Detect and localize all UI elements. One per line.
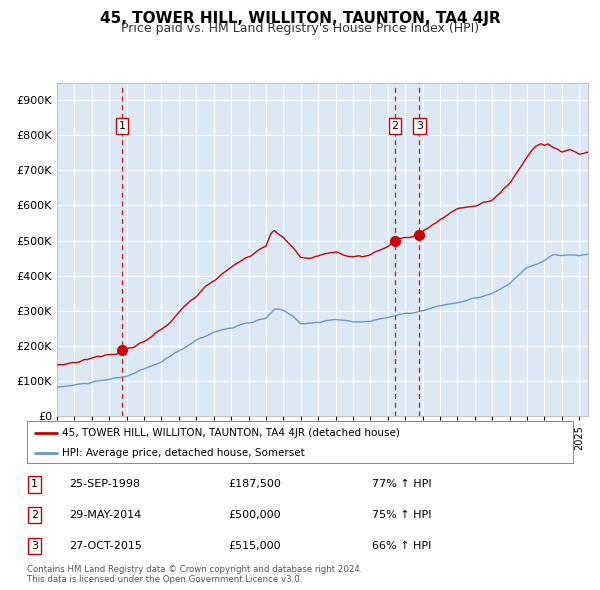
Text: 77% ↑ HPI: 77% ↑ HPI [372,480,431,489]
Text: 25-SEP-1998: 25-SEP-1998 [69,480,140,489]
Text: 1: 1 [118,121,125,131]
Text: 29-MAY-2014: 29-MAY-2014 [69,510,141,520]
Text: Price paid vs. HM Land Registry's House Price Index (HPI): Price paid vs. HM Land Registry's House … [121,22,479,35]
Text: 66% ↑ HPI: 66% ↑ HPI [372,541,431,550]
Text: 3: 3 [31,541,38,550]
Text: 27-OCT-2015: 27-OCT-2015 [69,541,142,550]
Text: 75% ↑ HPI: 75% ↑ HPI [372,510,431,520]
Text: 3: 3 [416,121,423,131]
Text: £187,500: £187,500 [228,480,281,489]
Text: 45, TOWER HILL, WILLITON, TAUNTON, TA4 4JR (detached house): 45, TOWER HILL, WILLITON, TAUNTON, TA4 4… [62,428,400,438]
Text: 2: 2 [391,121,398,131]
Text: 1: 1 [31,480,38,489]
Text: 2: 2 [31,510,38,520]
Text: Contains HM Land Registry data © Crown copyright and database right 2024.
This d: Contains HM Land Registry data © Crown c… [27,565,362,584]
Text: 45, TOWER HILL, WILLITON, TAUNTON, TA4 4JR: 45, TOWER HILL, WILLITON, TAUNTON, TA4 4… [100,11,500,25]
Text: HPI: Average price, detached house, Somerset: HPI: Average price, detached house, Some… [62,448,305,457]
Text: £500,000: £500,000 [228,510,281,520]
Text: £515,000: £515,000 [228,541,281,550]
